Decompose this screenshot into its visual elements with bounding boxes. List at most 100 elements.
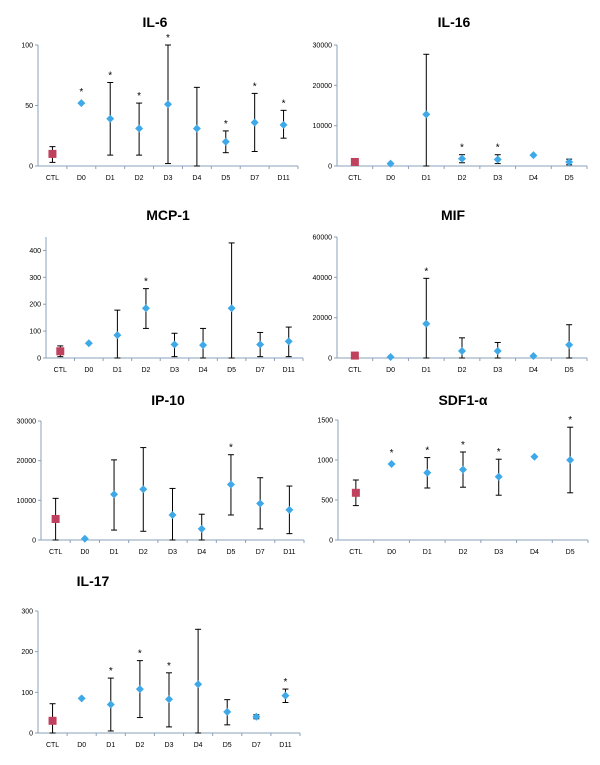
y-tick-label: 20000 xyxy=(313,315,333,322)
x-tick-label: D2 xyxy=(458,367,467,374)
data-point xyxy=(106,114,115,123)
chart-title: MIF xyxy=(441,207,466,223)
significance-marker: * xyxy=(496,143,500,154)
y-tick-label: 50 xyxy=(25,103,33,110)
significance-marker: * xyxy=(79,87,83,98)
x-tick-label: D4 xyxy=(192,175,201,182)
chart-panel: IL-6 0 50 100 CTL D0 * D1 * D2 * D3 * D4 D5 * D7 * D11 * xyxy=(21,14,299,182)
significance-marker: * xyxy=(568,415,572,426)
x-tick-label: D11 xyxy=(279,742,291,749)
data-point xyxy=(566,456,575,464)
y-tick-label: 300 xyxy=(21,609,33,616)
significance-marker: * xyxy=(167,661,171,672)
x-tick-label: D2 xyxy=(459,549,468,556)
chart-panel: IL-16 0 10000 20000 30000 CTL D0 D1 D2 * D3 * D4 D5 xyxy=(313,14,588,182)
data-point xyxy=(530,452,539,461)
x-tick-label: D3 xyxy=(493,367,502,374)
data-point xyxy=(250,118,259,127)
chart-title: IL-17 xyxy=(77,573,110,589)
significance-marker: * xyxy=(144,277,148,288)
significance-marker: * xyxy=(425,446,429,457)
data-point xyxy=(458,346,466,355)
significance-marker: * xyxy=(224,119,228,130)
data-point-control xyxy=(51,514,60,523)
x-tick-label: D3 xyxy=(493,175,502,182)
data-point xyxy=(279,120,288,129)
data-point xyxy=(256,499,265,508)
data-point xyxy=(194,680,203,689)
data-point xyxy=(170,340,179,349)
y-tick-label: 500 xyxy=(321,498,333,505)
data-point xyxy=(135,685,144,694)
data-point xyxy=(106,700,115,709)
data-point xyxy=(113,331,122,340)
chart-panel: MIF 0 20000 40000 60000 CTL D0 D1 * D2 D3 D4 D5 xyxy=(313,207,588,374)
x-tick-label: CTL xyxy=(49,549,62,556)
significance-marker: * xyxy=(229,443,233,454)
data-point xyxy=(139,485,148,494)
x-tick-label: D5 xyxy=(221,175,230,182)
data-point xyxy=(77,694,86,703)
x-tick-label: D1 xyxy=(422,175,431,182)
data-point xyxy=(386,159,395,168)
x-tick-label: D1 xyxy=(422,367,431,374)
x-tick-label: CTL xyxy=(348,175,361,182)
data-point xyxy=(77,99,86,108)
y-tick-label: 100 xyxy=(21,690,33,697)
x-tick-label: D7 xyxy=(256,549,265,556)
data-point xyxy=(387,460,396,468)
x-tick-label: CTL xyxy=(46,742,59,749)
chart-title: IP-10 xyxy=(151,392,185,408)
data-point xyxy=(565,340,574,349)
significance-marker: * xyxy=(461,440,465,451)
x-tick-label: D11 xyxy=(283,367,295,374)
y-tick-label: 20000 xyxy=(313,83,333,90)
data-point xyxy=(165,695,173,704)
x-tick-label: D2 xyxy=(139,549,148,556)
data-point-control xyxy=(48,149,57,158)
data-point xyxy=(529,351,538,360)
y-tick-label: 200 xyxy=(29,302,41,309)
significance-marker: * xyxy=(137,91,141,102)
data-point xyxy=(493,346,502,355)
x-tick-label: D3 xyxy=(168,549,177,556)
x-tick-label: D4 xyxy=(530,549,539,556)
x-tick-label: D7 xyxy=(256,367,265,374)
significance-marker: * xyxy=(109,666,113,677)
x-tick-label: D0 xyxy=(387,549,396,556)
x-tick-label: D0 xyxy=(386,367,395,374)
x-tick-label: D1 xyxy=(113,367,122,374)
x-tick-label: D4 xyxy=(194,742,203,749)
data-point xyxy=(386,352,395,361)
data-point xyxy=(84,339,93,348)
significance-marker: * xyxy=(283,677,287,688)
x-tick-label: D2 xyxy=(141,367,150,374)
y-tick-label: 10000 xyxy=(17,498,37,505)
x-tick-label: D2 xyxy=(135,175,144,182)
data-point xyxy=(110,490,119,499)
y-tick-label: 1000 xyxy=(317,458,333,465)
y-tick-label: 1500 xyxy=(317,418,333,425)
x-tick-label: D1 xyxy=(106,742,115,749)
x-tick-label: D2 xyxy=(135,742,144,749)
significance-marker: * xyxy=(108,71,112,82)
x-tick-label: D1 xyxy=(106,175,115,182)
chart-panel: SDF1-α 0 500 1000 1500 CTL D0 * D1 * D2 * D3 * D4 D5 * xyxy=(317,392,589,556)
data-point xyxy=(227,304,236,313)
data-point xyxy=(135,124,144,133)
data-point-control xyxy=(351,488,360,497)
significance-marker: * xyxy=(424,266,428,277)
data-point xyxy=(422,319,431,328)
significance-marker: * xyxy=(390,448,394,459)
data-point xyxy=(226,480,235,489)
x-tick-label: D5 xyxy=(566,549,575,556)
x-tick-label: CTL xyxy=(349,549,362,556)
y-tick-label: 30000 xyxy=(17,419,37,426)
x-tick-label: D1 xyxy=(423,549,432,556)
x-tick-label: D1 xyxy=(110,549,119,556)
data-point-control xyxy=(56,347,65,356)
data-point xyxy=(192,124,201,133)
x-tick-label: D4 xyxy=(529,175,538,182)
x-tick-label: D5 xyxy=(227,367,236,374)
